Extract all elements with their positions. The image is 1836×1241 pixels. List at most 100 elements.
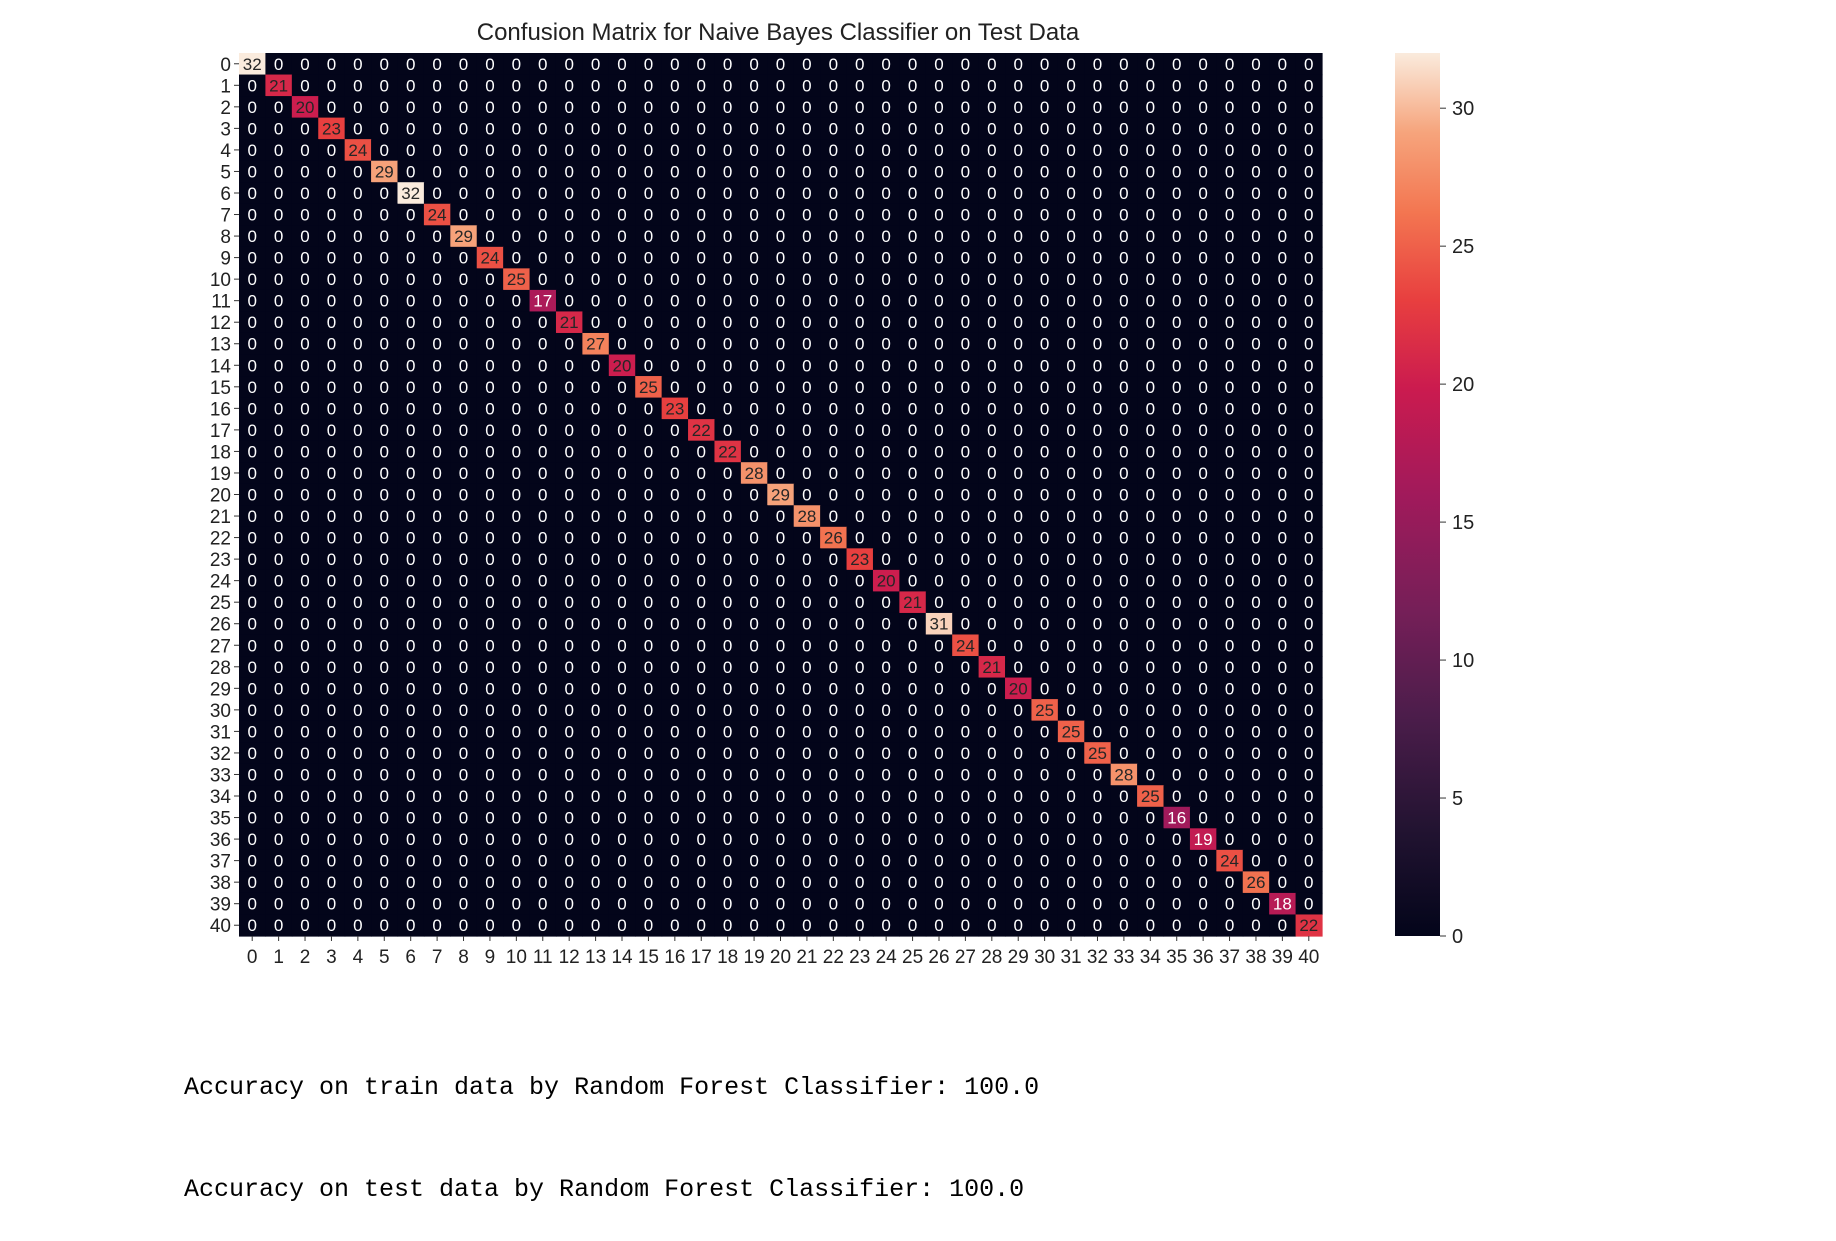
y-tick-label: 38 — [210, 873, 231, 894]
heatmap-cell — [714, 311, 742, 334]
heatmap-cell — [1216, 634, 1244, 657]
heatmap-cell — [820, 612, 848, 636]
heatmap-cell — [476, 289, 504, 313]
cell-annotation: 0 — [459, 679, 468, 698]
cell-annotation: 0 — [247, 184, 256, 203]
heatmap-cell — [1084, 462, 1112, 485]
heatmap-cell — [371, 74, 399, 97]
heatmap-cell — [767, 440, 795, 463]
heatmap-cell — [793, 117, 821, 140]
cell-annotation: 0 — [300, 270, 309, 289]
heatmap-cell — [714, 117, 742, 140]
heatmap-cell — [1057, 720, 1085, 743]
cell-annotation: 0 — [459, 270, 468, 289]
heatmap-cell — [740, 699, 768, 722]
heatmap-cell — [820, 203, 848, 226]
cell-annotation: 0 — [406, 378, 415, 397]
heatmap-cell — [1084, 354, 1112, 377]
cell-annotation: 0 — [670, 852, 679, 871]
cell-annotation: 0 — [459, 636, 468, 655]
cell-annotation: 0 — [1093, 206, 1102, 225]
heatmap-cell — [793, 849, 821, 872]
cell-annotation: 0 — [538, 830, 547, 849]
cell-annotation: 0 — [485, 227, 494, 246]
cell-annotation: 0 — [1013, 507, 1022, 526]
cell-annotation: 22 — [692, 421, 711, 440]
heatmap-cell — [1269, 634, 1297, 657]
cell-annotation: 0 — [723, 873, 732, 892]
heatmap-cell — [1189, 397, 1217, 420]
cell-annotation: 0 — [1093, 421, 1102, 440]
heatmap-cell — [740, 203, 768, 226]
cell-annotation: 0 — [1225, 830, 1234, 849]
cell-annotation: 0 — [432, 55, 441, 74]
cell-annotation: 0 — [432, 292, 441, 311]
heatmap-cell — [344, 892, 372, 916]
cell-annotation: 0 — [697, 399, 706, 418]
cell-annotation: 0 — [591, 593, 600, 612]
cell-annotation: 0 — [1093, 572, 1102, 591]
cell-annotation: 0 — [697, 356, 706, 375]
heatmap-cell — [423, 246, 451, 269]
cell-annotation: 0 — [353, 873, 362, 892]
cell-annotation: 0 — [697, 916, 706, 935]
cell-annotation: 0 — [855, 141, 864, 160]
cell-annotation: 0 — [274, 679, 283, 698]
cell-annotation: 31 — [930, 615, 949, 634]
cell-annotation: 0 — [617, 550, 626, 569]
heatmap-cell — [371, 376, 399, 399]
heatmap-cell — [740, 806, 768, 829]
heatmap-cell — [555, 462, 583, 485]
y-tick-label: 31 — [210, 722, 231, 743]
cell-annotation: 0 — [432, 679, 441, 698]
heatmap-cell — [1057, 139, 1085, 162]
heatmap-cell — [740, 914, 768, 937]
heatmap-cell — [397, 483, 425, 506]
heatmap-cell — [582, 505, 610, 528]
cell-annotation: 0 — [247, 895, 256, 914]
cell-annotation: 0 — [776, 421, 785, 440]
cell-annotation: 0 — [697, 442, 706, 461]
heatmap-cell — [714, 96, 742, 119]
cell-annotation: 0 — [512, 141, 521, 160]
heatmap-cell — [1295, 96, 1323, 119]
heatmap-cell — [820, 139, 848, 162]
heatmap-cell — [476, 397, 504, 420]
cell-annotation: 0 — [802, 76, 811, 95]
cell-annotation: 0 — [1278, 550, 1287, 569]
heatmap-cell — [767, 53, 795, 76]
heatmap-cell — [793, 634, 821, 657]
heatmap-cell — [1031, 160, 1059, 183]
cell-annotation: 0 — [670, 55, 679, 74]
cell-annotation: 0 — [459, 442, 468, 461]
cell-annotation: 0 — [829, 464, 838, 483]
heatmap-cell — [1163, 806, 1191, 829]
cell-annotation: 0 — [670, 442, 679, 461]
heatmap-cell — [450, 332, 478, 356]
heatmap-cell — [899, 246, 927, 269]
cell-annotation: 0 — [961, 679, 970, 698]
heatmap-cell — [978, 289, 1006, 313]
cell-annotation: 0 — [1119, 658, 1128, 677]
cell-annotation: 0 — [564, 442, 573, 461]
cell-annotation: 0 — [961, 98, 970, 117]
cell-annotation: 0 — [247, 916, 256, 935]
heatmap-cell — [1295, 289, 1323, 313]
cell-annotation: 0 — [1066, 873, 1075, 892]
heatmap-cell — [582, 74, 610, 97]
heatmap-cell — [925, 505, 953, 528]
heatmap-cell — [1005, 419, 1033, 442]
cell-annotation: 0 — [776, 162, 785, 181]
cell-annotation: 0 — [670, 615, 679, 634]
y-tick-label: 33 — [210, 765, 231, 786]
cell-annotation: 0 — [406, 787, 415, 806]
heatmap-cell — [978, 677, 1006, 700]
heatmap-cell — [1163, 419, 1191, 442]
heatmap-cell — [529, 720, 557, 743]
heatmap-cell — [1031, 849, 1059, 872]
heatmap-cell — [397, 160, 425, 183]
heatmap-cell — [1163, 871, 1191, 894]
heatmap-cell — [291, 53, 319, 76]
heatmap-cell — [1084, 268, 1112, 291]
cell-annotation: 0 — [1251, 313, 1260, 332]
